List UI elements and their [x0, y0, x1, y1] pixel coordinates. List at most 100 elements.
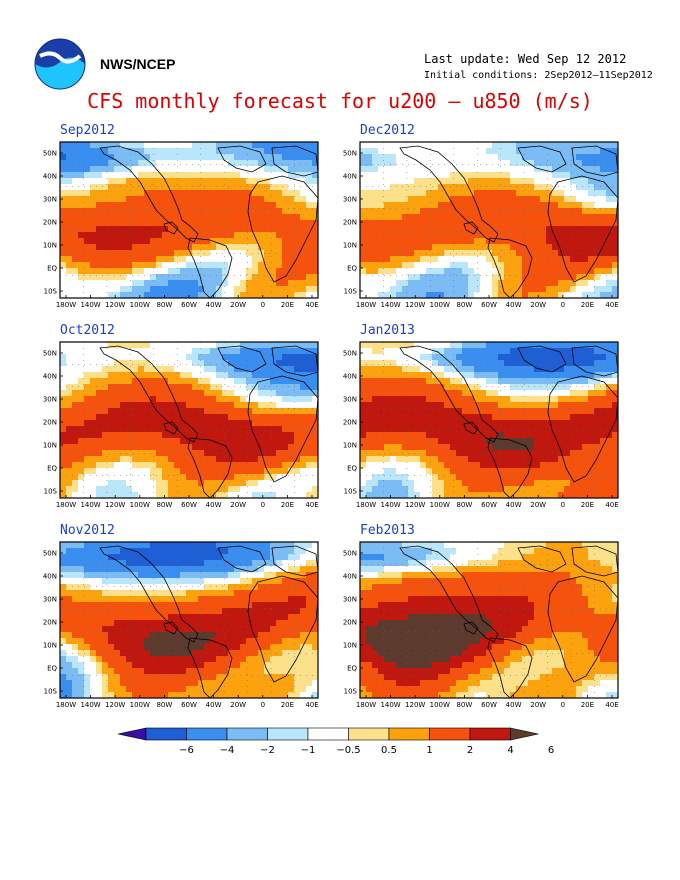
lon-label: 40W [506, 301, 522, 309]
lat-label: 10N [343, 442, 357, 450]
lat-label: 30N [343, 396, 357, 404]
panel-title-nov2012: Nov2012 [60, 523, 115, 538]
lon-label: 20E [281, 501, 294, 509]
lat-label: 10N [43, 642, 57, 650]
lat-label: 50N [43, 550, 57, 558]
lon-label: 40W [206, 301, 222, 309]
lon-label: 60W [181, 501, 197, 509]
colorbar-label: −0.5 [336, 745, 360, 756]
lat-label: 10N [343, 242, 357, 250]
colorbar-swatch [429, 727, 471, 741]
lon-label: 120W [405, 501, 425, 509]
lon-label: 20W [230, 301, 246, 309]
lon-label: 20W [530, 701, 546, 709]
lat-label: 10S [44, 288, 58, 296]
coastline-2 [217, 345, 267, 373]
colorbar: −6 −4 −2 −1 −0.5 0.5 1 2 4 6 [117, 727, 554, 756]
lat-label: 10S [344, 288, 358, 296]
lat-label: 20N [343, 619, 357, 627]
lat-label: 10S [44, 488, 58, 496]
lon-label: 80W [156, 501, 172, 509]
lon-label: 140W [80, 301, 100, 309]
org-name: NWS/NCEP [100, 56, 176, 72]
colorbar-label: 0.5 [381, 745, 397, 756]
colorbar-swatch [307, 727, 349, 741]
lat-label: 40N [43, 573, 57, 581]
colorbar-label: 1 [426, 745, 432, 756]
lon-label: 80W [456, 301, 472, 309]
panel-title-jan2013: Jan2013 [360, 323, 415, 338]
coastline-4 [271, 345, 318, 377]
lon-label: 140W [380, 301, 400, 309]
lat-label: 40N [343, 373, 357, 381]
coastline-3 [547, 375, 618, 483]
colorbar-swatch [348, 727, 390, 741]
lat-label: 30N [343, 196, 357, 204]
lon-label: 20W [530, 301, 546, 309]
lat-label: 40N [43, 173, 57, 181]
lon-label: 100W [130, 501, 150, 509]
map-sep2012: 50N 40N 30N 20N 10N EQ 10S 180W 140W 120W 100W 80W 6… [43, 141, 319, 309]
lat-label: 20N [43, 619, 57, 627]
coastline-2 [217, 145, 267, 173]
lon-label: 0 [261, 301, 265, 309]
colorbar-swatch [117, 727, 147, 741]
map-feb2013: 50N 40N 30N 20N 10N EQ 10S 180W 140W 120W 100W 80W 6… [343, 541, 619, 709]
lat-label: 30N [43, 596, 57, 604]
colorbar-label: −2 [260, 745, 275, 756]
lon-label: 20E [581, 301, 594, 309]
coastline-3 [247, 575, 318, 683]
lon-label: 0 [261, 501, 265, 509]
lon-label: 0 [561, 301, 565, 309]
lat-label: 10S [44, 688, 58, 696]
lat-label: 30N [43, 196, 57, 204]
map-oct2012: 50N 40N 30N 20N 10N EQ 10S 180W 140W 120W 100W 80W 6… [43, 341, 319, 509]
lon-label: 100W [430, 701, 450, 709]
lon-label: 20E [281, 301, 294, 309]
lon-label: 40E [305, 501, 318, 509]
lon-label: 20W [230, 501, 246, 509]
coastline-5 [463, 621, 479, 635]
panel-title-dec2012: Dec2012 [360, 123, 415, 138]
coastline-3 [547, 175, 618, 283]
map-dec2012: 50N 40N 30N 20N 10N EQ 10S 180W 140W 120W 100W 80W 6… [343, 141, 619, 309]
colorbar-swatch [510, 727, 539, 741]
coastline-1 [187, 437, 233, 498]
lon-label: 80W [156, 301, 172, 309]
coastline-1 [187, 237, 233, 298]
lat-label: 20N [43, 419, 57, 427]
colorbar-label: 4 [507, 745, 513, 756]
panel-title-feb2013: Feb2013 [360, 523, 415, 538]
coastline-3 [247, 175, 318, 283]
lon-label: 20W [230, 701, 246, 709]
coastline-5 [163, 221, 179, 235]
lat-label: 50N [43, 350, 57, 358]
lon-label: 20E [581, 701, 594, 709]
colorbar-label: −6 [179, 745, 194, 756]
map-nov2012: 50N 40N 30N 20N 10N EQ 10S 180W 140W 120W 100W 80W 6… [43, 541, 319, 709]
colorbar-swatch [469, 727, 511, 741]
lon-label: 140W [80, 701, 100, 709]
lon-label: 0 [561, 501, 565, 509]
coastline-2 [217, 545, 267, 573]
lon-label: 180W [56, 301, 76, 309]
lat-label: 50N [343, 350, 357, 358]
coastline-0 [399, 345, 499, 443]
map-jan2013: 50N 40N 30N 20N 10N EQ 10S 180W 140W 120W 100W 80W 6… [343, 341, 619, 509]
lon-label: 120W [105, 701, 125, 709]
lat-label: 50N [43, 150, 57, 158]
colorbar-label: 2 [467, 745, 473, 756]
lon-label: 20E [281, 701, 294, 709]
lon-label: 40E [605, 301, 618, 309]
lon-label: 0 [261, 701, 265, 709]
lat-label: 20N [343, 219, 357, 227]
coastline-0 [99, 545, 199, 643]
lon-label: 40E [605, 701, 618, 709]
lon-label: 60W [481, 301, 497, 309]
lon-label: 40W [206, 501, 222, 509]
lon-label: 40W [206, 701, 222, 709]
colorbar-swatch [388, 727, 430, 741]
coastline-4 [571, 145, 618, 177]
lat-label: EQ [47, 465, 57, 473]
lon-label: 60W [181, 301, 197, 309]
